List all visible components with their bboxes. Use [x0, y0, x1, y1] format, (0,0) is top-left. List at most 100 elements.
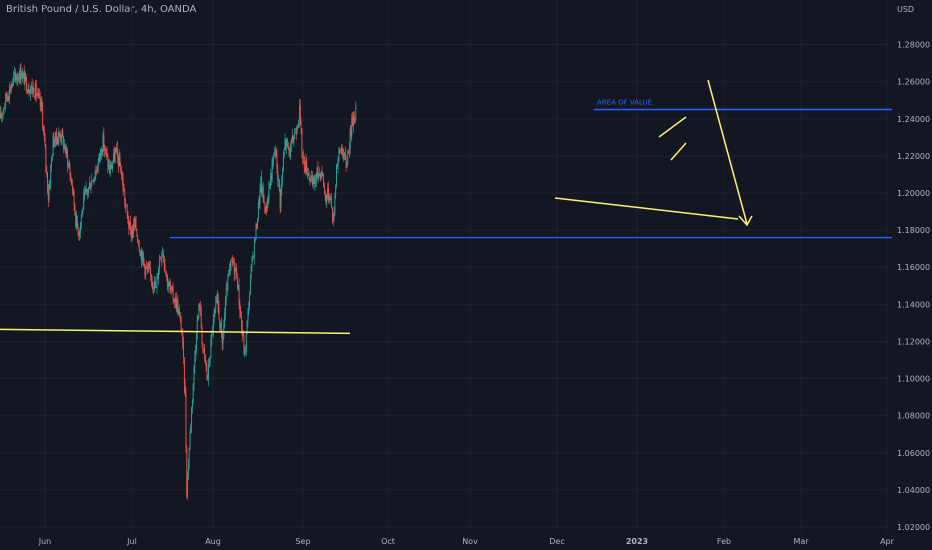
candle-body [349, 128, 351, 148]
candle-body [49, 183, 51, 188]
candle-body [86, 188, 88, 192]
candle-body [180, 318, 182, 332]
candle-body [264, 203, 266, 214]
candle-body [110, 164, 112, 170]
candle-body [69, 168, 71, 176]
candle-body [300, 120, 302, 129]
candle-body [224, 299, 226, 315]
candle-body [214, 310, 216, 314]
time-tick-label: Oct [381, 537, 395, 546]
candle-body [191, 407, 193, 426]
price-tick-label: 1.12000 [897, 337, 930, 346]
wedge-upper-line[interactable] [658, 116, 687, 138]
candle-body [196, 320, 198, 338]
candle-body [36, 95, 38, 97]
candle-body [22, 72, 24, 74]
candle-body [285, 138, 287, 147]
candle-body [147, 266, 149, 270]
candle-body [130, 229, 132, 238]
candle-body [258, 202, 260, 205]
candle-body [199, 304, 201, 308]
candle-body [90, 186, 92, 191]
candle-body [29, 92, 31, 94]
candle-body [80, 217, 82, 223]
candle-body [207, 374, 209, 381]
candle-body [229, 265, 231, 269]
wedge-lower-line[interactable] [670, 142, 687, 161]
candle-body [15, 75, 17, 80]
candle-body [42, 108, 44, 128]
candle-body [185, 393, 187, 448]
candle-body [118, 156, 120, 166]
candle-body [274, 149, 276, 154]
candle-body [253, 256, 255, 258]
candle-body [178, 311, 180, 315]
candle-body [164, 264, 166, 273]
diverging-trend-line[interactable] [554, 197, 739, 220]
candle-body [212, 318, 214, 331]
candle-body [58, 133, 60, 139]
candle-body [249, 294, 250, 309]
candle-body [20, 68, 22, 79]
candle-body [88, 187, 89, 193]
candle-body [150, 267, 151, 275]
candle-body [315, 179, 317, 182]
candle-body [143, 259, 145, 265]
candle-body [261, 187, 263, 194]
candle-body [292, 135, 294, 143]
candle-body [96, 169, 98, 172]
candle-body [82, 209, 84, 210]
candle-body [335, 185, 337, 196]
candle-body [234, 268, 236, 275]
candle-body [174, 301, 176, 304]
candle-body [54, 141, 56, 147]
candle-body [146, 267, 148, 270]
candle-body [272, 160, 274, 163]
candle-body [14, 72, 16, 76]
price-axis-currency: USD [897, 5, 915, 14]
candle-body [126, 205, 128, 214]
candle-body [254, 239, 256, 241]
candle-body [123, 191, 125, 192]
candle-body [318, 175, 320, 177]
projection-arrow-shaft[interactable] [707, 79, 748, 225]
candle-body [33, 87, 35, 97]
candle-body [225, 288, 227, 300]
candle-body [113, 152, 115, 162]
candle-body [308, 173, 310, 178]
price-axis[interactable]: 1.02000 1.04000 1.06000 1.08000 1.10000 1.120… [897, 41, 930, 532]
price-tick-label: 1.20000 [897, 189, 930, 198]
time-tick-label: Dec [549, 537, 564, 546]
candle-body [169, 282, 171, 286]
candle-body [85, 188, 87, 192]
candle-body [310, 177, 312, 182]
candle-body [287, 142, 289, 148]
candle-body [171, 287, 172, 290]
candle-body [83, 194, 85, 210]
candle-body [352, 115, 354, 127]
candle-body [175, 297, 177, 309]
candle-body [216, 293, 218, 300]
time-tick-label: Sep [295, 537, 310, 546]
candle-body [165, 272, 167, 273]
candle-body [30, 85, 32, 89]
candle-body [284, 138, 286, 150]
candle-body [280, 189, 282, 207]
candle-body [201, 327, 203, 344]
candle-body [187, 466, 189, 475]
price-tick-label: 1.02000 [897, 523, 930, 532]
candle-body [150, 274, 152, 281]
candle-body [204, 354, 206, 363]
candle-body [111, 165, 113, 170]
candle-body [77, 225, 79, 235]
candle-body [283, 149, 285, 159]
candle-body [7, 96, 9, 99]
candle-body [171, 287, 173, 289]
candle-body [21, 78, 23, 79]
candle-body [217, 293, 219, 307]
candle-body [67, 154, 69, 166]
time-axis[interactable]: Jun Jul Aug Sep Oct Nov Dec 2023 Feb Mar Apr [38, 537, 895, 546]
candle-body [294, 132, 296, 134]
lower-trend-line[interactable] [0, 328, 351, 335]
